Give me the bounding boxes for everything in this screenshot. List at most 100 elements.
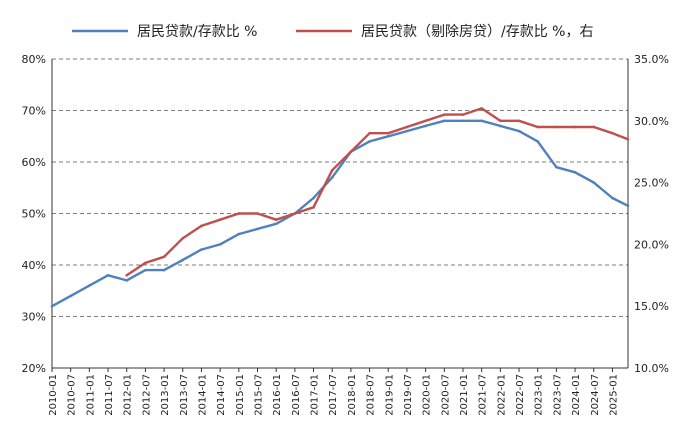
x-tick-label: 2016-01 bbox=[272, 374, 283, 416]
legend-label-red: 居民贷款（剔除房贷）/存款比 %，右 bbox=[361, 24, 593, 40]
data-point bbox=[386, 134, 390, 138]
x-tick-label: 2011-07 bbox=[104, 374, 115, 416]
y-right-tick-label: 20.0% bbox=[634, 238, 669, 251]
y-left-tick-label: 80% bbox=[22, 53, 46, 66]
data-point bbox=[88, 284, 91, 287]
data-point bbox=[573, 171, 577, 174]
data-point bbox=[274, 218, 278, 221]
data-point bbox=[69, 294, 72, 298]
data-point bbox=[330, 168, 334, 172]
data-point bbox=[626, 204, 630, 208]
data-point bbox=[162, 268, 166, 272]
legend-label-blue: 居民贷款/存款比 % bbox=[137, 24, 257, 40]
data-point bbox=[349, 150, 353, 153]
x-tick-label: 2015-01 bbox=[235, 374, 246, 416]
data-point bbox=[555, 125, 558, 129]
x-tick-label: 2024-01 bbox=[571, 374, 582, 416]
data-point bbox=[125, 274, 129, 277]
data-point bbox=[106, 274, 110, 277]
data-point bbox=[536, 140, 540, 143]
data-point bbox=[237, 212, 241, 215]
chart-legend: 居民贷款/存款比 % 居民贷款（剔除房贷）/存款比 %，右 bbox=[72, 24, 593, 40]
data-point bbox=[312, 196, 315, 200]
data-point bbox=[499, 124, 502, 128]
x-tick-label: 2022-01 bbox=[496, 374, 507, 416]
x-tick-label: 2012-07 bbox=[141, 374, 152, 416]
x-tick-label: 2015-07 bbox=[253, 374, 264, 416]
series-line-blue bbox=[51, 119, 629, 308]
y-right-tick-label: 10.0% bbox=[634, 362, 669, 375]
y-left-tick-label: 50% bbox=[22, 208, 46, 221]
data-point bbox=[443, 113, 446, 116]
x-tick-label: 2010-01 bbox=[48, 374, 59, 416]
data-point bbox=[405, 129, 409, 133]
y-right-tick-label: 25.0% bbox=[634, 177, 669, 190]
x-axis-ticks: 2010-01 2010-07 2011-01 2011-07 2012-01 2012-… bbox=[48, 368, 619, 416]
x-tick-label: 2021-07 bbox=[478, 374, 489, 416]
x-tick-label: 2011-01 bbox=[85, 374, 96, 416]
x-tick-label: 2016-07 bbox=[291, 374, 302, 416]
x-tick-label: 2012-01 bbox=[123, 374, 134, 416]
data-point bbox=[611, 131, 614, 135]
series-line-red bbox=[126, 107, 629, 277]
data-point bbox=[237, 232, 241, 236]
data-point bbox=[592, 125, 596, 129]
x-tick-label: 2013-01 bbox=[160, 374, 171, 416]
x-tick-label: 2023-01 bbox=[534, 374, 545, 416]
data-point bbox=[461, 119, 465, 123]
data-point bbox=[181, 236, 185, 240]
y-left-tick-label: 40% bbox=[22, 259, 46, 272]
data-point bbox=[293, 212, 297, 215]
data-point bbox=[480, 119, 483, 123]
data-point bbox=[424, 124, 427, 128]
data-point bbox=[330, 176, 334, 179]
x-tick-label: 2022-07 bbox=[515, 374, 526, 416]
x-tick-label: 2013-07 bbox=[179, 374, 190, 416]
y-axis-left-ticks: 20% 30% 40% 50% 60% 70% 80% bbox=[22, 53, 46, 375]
data-point bbox=[555, 165, 558, 169]
data-point bbox=[125, 279, 129, 282]
data-point bbox=[573, 125, 577, 129]
x-tick-label: 2017-01 bbox=[310, 374, 321, 416]
data-point bbox=[368, 140, 371, 143]
y-left-tick-label: 70% bbox=[22, 105, 46, 118]
data-point bbox=[517, 119, 521, 123]
x-tick-label: 2017-07 bbox=[328, 374, 339, 416]
x-tick-label: 2020-07 bbox=[440, 374, 451, 416]
data-point bbox=[144, 261, 147, 265]
series-lines bbox=[50, 107, 630, 308]
y-right-tick-label: 30.0% bbox=[634, 115, 669, 128]
data-point bbox=[144, 268, 147, 272]
x-tick-label: 2018-01 bbox=[347, 374, 358, 416]
data-point bbox=[461, 113, 465, 116]
y-right-tick-label: 15.0% bbox=[634, 300, 669, 313]
data-point bbox=[499, 119, 502, 123]
x-tick-label: 2021-01 bbox=[459, 374, 470, 416]
data-point bbox=[611, 196, 614, 200]
y-left-tick-label: 20% bbox=[22, 362, 46, 375]
data-point bbox=[162, 255, 166, 259]
data-point bbox=[218, 243, 222, 246]
x-tick-label: 2023-07 bbox=[552, 374, 563, 416]
data-point bbox=[200, 248, 203, 251]
data-point bbox=[480, 107, 483, 110]
axes bbox=[51, 59, 629, 369]
x-tick-label: 2024-07 bbox=[590, 374, 601, 416]
data-point bbox=[386, 131, 390, 135]
y-right-tick-label: 35.0% bbox=[634, 53, 669, 66]
data-point bbox=[256, 227, 259, 231]
y-left-tick-label: 60% bbox=[22, 156, 46, 169]
y-axis-right-ticks: 10.0% 15.0% 20.0% 25.0% 30.0% 35.0% bbox=[634, 53, 669, 375]
x-tick-label: 2014-01 bbox=[197, 374, 208, 416]
data-point bbox=[312, 206, 315, 209]
x-tick-label: 2014-07 bbox=[216, 374, 227, 416]
data-point bbox=[592, 181, 596, 184]
data-point bbox=[218, 218, 222, 221]
data-point bbox=[443, 119, 446, 123]
data-point bbox=[200, 224, 203, 228]
data-point bbox=[626, 138, 630, 141]
x-tick-label: 2019-01 bbox=[384, 374, 395, 416]
data-point bbox=[424, 119, 427, 123]
data-point bbox=[274, 222, 278, 226]
